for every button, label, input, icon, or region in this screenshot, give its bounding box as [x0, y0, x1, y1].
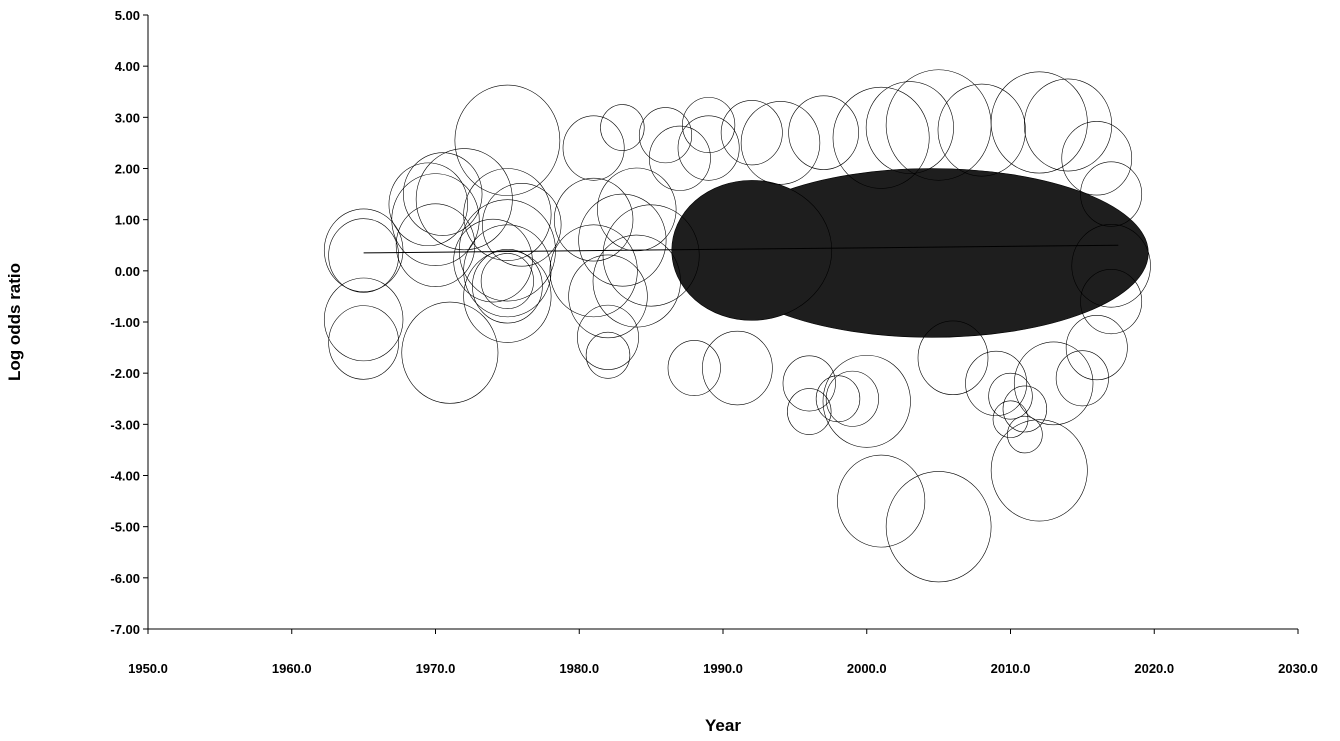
study-bubble: [865, 81, 954, 174]
study-bubble: [822, 354, 911, 448]
study-bubble: [415, 148, 513, 251]
study-bubble: [677, 115, 740, 181]
regression-line: [363, 244, 1119, 254]
study-bubble: [990, 71, 1088, 174]
study-bubble: [1065, 315, 1128, 381]
x-tick-label: 2020.0: [1134, 661, 1174, 676]
study-bubble: [597, 167, 677, 252]
study-bubble: [1080, 161, 1143, 227]
study-bubble: [990, 419, 1088, 522]
study-bubble: [1023, 78, 1113, 172]
y-tick-label: -5.00: [110, 520, 140, 535]
study-bubble: [562, 115, 625, 181]
study-bubble: [323, 208, 404, 293]
study-bubble: [323, 277, 404, 362]
study-bubble: [568, 254, 648, 339]
x-tick-label: 1980.0: [559, 661, 599, 676]
study-bubble: [592, 234, 681, 328]
study-bubble: [1013, 341, 1094, 426]
x-tick-label: 1960.0: [272, 661, 312, 676]
study-bubble: [787, 388, 832, 435]
study-bubble: [480, 253, 534, 309]
study-bubble: [885, 471, 992, 583]
y-tick-label: 5.00: [115, 8, 140, 23]
study-bubble: [472, 249, 543, 324]
y-tick-label: -1.00: [110, 315, 140, 330]
axes-layer: [147, 15, 1298, 630]
study-bubble: [917, 320, 989, 395]
study-bubble: [458, 199, 556, 302]
x-tick-label: 2010.0: [991, 661, 1031, 676]
y-axis-title: Log odds ratio: [5, 263, 24, 381]
study-bubble: [667, 340, 721, 396]
study-bubble: [740, 101, 821, 185]
study-bubble: [788, 95, 859, 170]
study-bubble: [1055, 350, 1109, 407]
study-bubble: [463, 168, 552, 261]
y-tick-label: 0.00: [115, 264, 140, 279]
y-tick-label: -7.00: [110, 622, 140, 637]
study-bubble: [549, 224, 638, 318]
study-bubble: [388, 162, 468, 247]
y-tick-label: 1.00: [115, 213, 140, 228]
y-tick-label: -4.00: [110, 469, 140, 484]
study-bubble: [401, 301, 499, 404]
study-bubble: [453, 218, 533, 303]
study-bubble: [825, 370, 879, 427]
study-bubble: [391, 173, 480, 267]
study-bubble: [1071, 223, 1151, 308]
x-axis-title: Year: [705, 716, 741, 735]
study-bubble: [454, 84, 561, 196]
study-bubble: [702, 330, 773, 406]
x-tick-label: 1970.0: [416, 661, 456, 676]
x-tick-label: 2000.0: [847, 661, 887, 676]
study-bubble: [482, 183, 562, 267]
study-bubble: [992, 400, 1029, 438]
study-bubble: [832, 86, 930, 189]
bubbles-layer: [323, 69, 1151, 583]
y-ticks: 5.00 4.00 3.00 2.00 1.00 0.00 -1.00 -2.00 -3.00 -…: [110, 8, 148, 637]
study-bubble: [1007, 415, 1043, 454]
study-bubble: [463, 250, 552, 343]
study-bubble: [328, 305, 399, 380]
study-bubble: [720, 100, 783, 166]
study-bubble: [1002, 385, 1048, 433]
x-tick-label: 2030.0: [1278, 661, 1318, 676]
study-bubble: [648, 125, 711, 191]
study-bubble: [988, 372, 1033, 420]
y-tick-label: -2.00: [110, 366, 140, 381]
study-bubble: [638, 107, 693, 164]
study-bubble: [463, 224, 552, 318]
y-tick-label: -3.00: [110, 417, 140, 432]
study-bubble: [782, 355, 836, 412]
study-bubble: [1080, 268, 1143, 335]
study-bubble: [937, 83, 1026, 177]
y-tick-label: 3.00: [115, 110, 140, 125]
y-tick-label: 2.00: [115, 162, 140, 177]
study-bubble: [585, 331, 631, 379]
x-tick-label: 1990.0: [703, 661, 743, 676]
study-bubble: [682, 97, 736, 153]
study-bubble: [403, 152, 483, 236]
study-bubble: [553, 177, 634, 262]
study-bubble: [577, 304, 639, 370]
study-bubble: [965, 350, 1028, 416]
x-ticks: 1950.0 1960.0 1970.0 1980.0 1990.0 2000.0 2010…: [128, 629, 1318, 676]
study-bubble: [578, 193, 667, 287]
dense-bubble-cluster: [671, 180, 833, 321]
study-bubble: [837, 454, 926, 548]
study-bubble: [885, 69, 992, 181]
study-bubble: [815, 375, 861, 423]
study-bubble: [600, 104, 645, 151]
study-bubble: [328, 218, 399, 293]
study-bubble: [1061, 121, 1133, 196]
y-tick-label: -6.00: [110, 571, 140, 586]
x-tick-label: 1950.0: [128, 661, 168, 676]
y-tick-label: 4.00: [115, 59, 140, 74]
study-bubble: [602, 204, 700, 307]
